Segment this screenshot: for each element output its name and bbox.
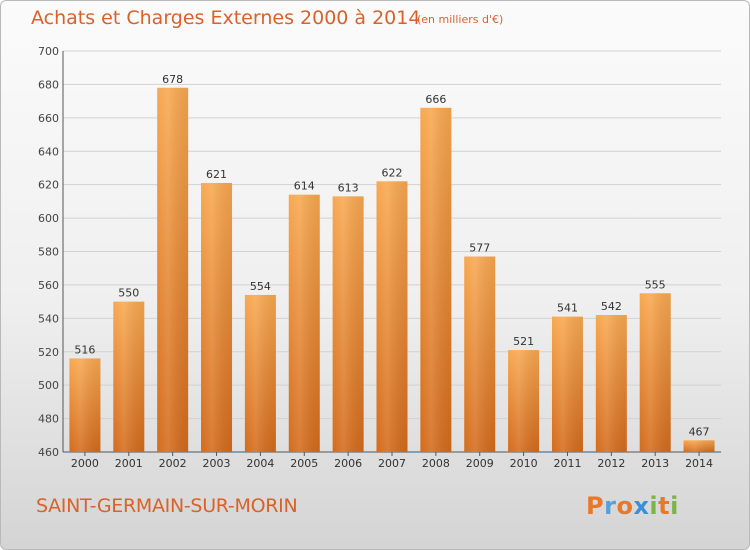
- x-tick-label: 2004: [246, 457, 274, 470]
- bar-shine: [332, 196, 364, 452]
- logo-letter: i: [649, 492, 659, 520]
- bar-shine: [157, 87, 189, 452]
- proxiti-logo[interactable]: Proxiti: [586, 492, 679, 520]
- y-tick-label: 680: [38, 78, 59, 91]
- x-tick-label: 2008: [422, 457, 450, 470]
- logo-letter: r: [604, 492, 617, 520]
- bar-shine: [69, 358, 101, 452]
- y-tick-label: 640: [38, 145, 59, 158]
- bar-value-label: 622: [382, 166, 403, 179]
- bar-shine: [595, 314, 627, 452]
- y-tick-label: 600: [38, 212, 59, 225]
- y-tick-label: 520: [38, 346, 59, 359]
- x-tick-label: 2009: [466, 457, 494, 470]
- x-tick-label: 2011: [553, 457, 581, 470]
- bar-shine: [288, 194, 320, 453]
- y-tick-label: 500: [38, 379, 59, 392]
- bar-value-label: 555: [645, 278, 666, 291]
- y-tick-label: 480: [38, 413, 59, 426]
- bar-shine: [683, 440, 715, 452]
- x-tick-label: 2010: [510, 457, 538, 470]
- bar-value-label: 521: [513, 335, 534, 348]
- bar-shine: [508, 350, 540, 452]
- chart-unit-label: (en milliers d'€): [417, 13, 504, 26]
- x-tick-label: 2003: [203, 457, 231, 470]
- x-tick-label: 2013: [641, 457, 669, 470]
- y-tick-label: 560: [38, 279, 59, 292]
- x-tick-label: 2006: [334, 457, 362, 470]
- bar-value-label: 516: [74, 343, 95, 356]
- x-tick-label: 2007: [378, 457, 406, 470]
- x-tick-label: 2000: [71, 457, 99, 470]
- bar-value-label: 554: [250, 280, 271, 293]
- commune-name: SAINT-GERMAIN-SUR-MORIN: [36, 495, 298, 517]
- bar-value-label: 542: [601, 300, 622, 313]
- x-tick-label: 2001: [115, 457, 143, 470]
- x-tick-label: 2012: [597, 457, 625, 470]
- bar-value-label: 550: [118, 287, 139, 300]
- x-tick-label: 2014: [685, 457, 713, 470]
- bar-shine: [376, 181, 408, 452]
- bar-value-label: 678: [162, 73, 183, 86]
- logo-letter: i: [670, 492, 679, 520]
- x-tick-label: 2002: [159, 457, 187, 470]
- bar-shine: [551, 316, 583, 452]
- chart-title: Achats et Charges Externes 2000 à 2014: [31, 7, 421, 29]
- bar-shine: [420, 107, 452, 452]
- logo-letter: o: [616, 492, 634, 520]
- y-tick-label: 540: [38, 312, 59, 325]
- logo-letter: t: [658, 492, 671, 520]
- y-tick-label: 620: [38, 179, 59, 192]
- bar-value-label: 621: [206, 168, 227, 181]
- bar-value-label: 577: [469, 242, 490, 255]
- bar-value-label: 613: [338, 181, 359, 194]
- bar-shine: [244, 294, 276, 452]
- x-tick-label: 2005: [290, 457, 318, 470]
- y-tick-label: 660: [38, 112, 59, 125]
- bar-shine: [639, 293, 671, 452]
- y-tick-label: 580: [38, 246, 59, 259]
- bar-shine: [113, 301, 145, 452]
- bar-shine: [464, 256, 496, 452]
- y-tick-label: 700: [38, 45, 59, 58]
- bar-value-label: 467: [689, 425, 710, 438]
- logo-letter: P: [586, 492, 605, 520]
- bar-value-label: 614: [294, 180, 315, 193]
- logo-letter: x: [633, 492, 650, 520]
- bar-value-label: 541: [557, 302, 578, 315]
- bar-value-label: 666: [425, 93, 446, 106]
- y-tick-label: 460: [38, 446, 59, 459]
- bar-shine: [201, 182, 233, 452]
